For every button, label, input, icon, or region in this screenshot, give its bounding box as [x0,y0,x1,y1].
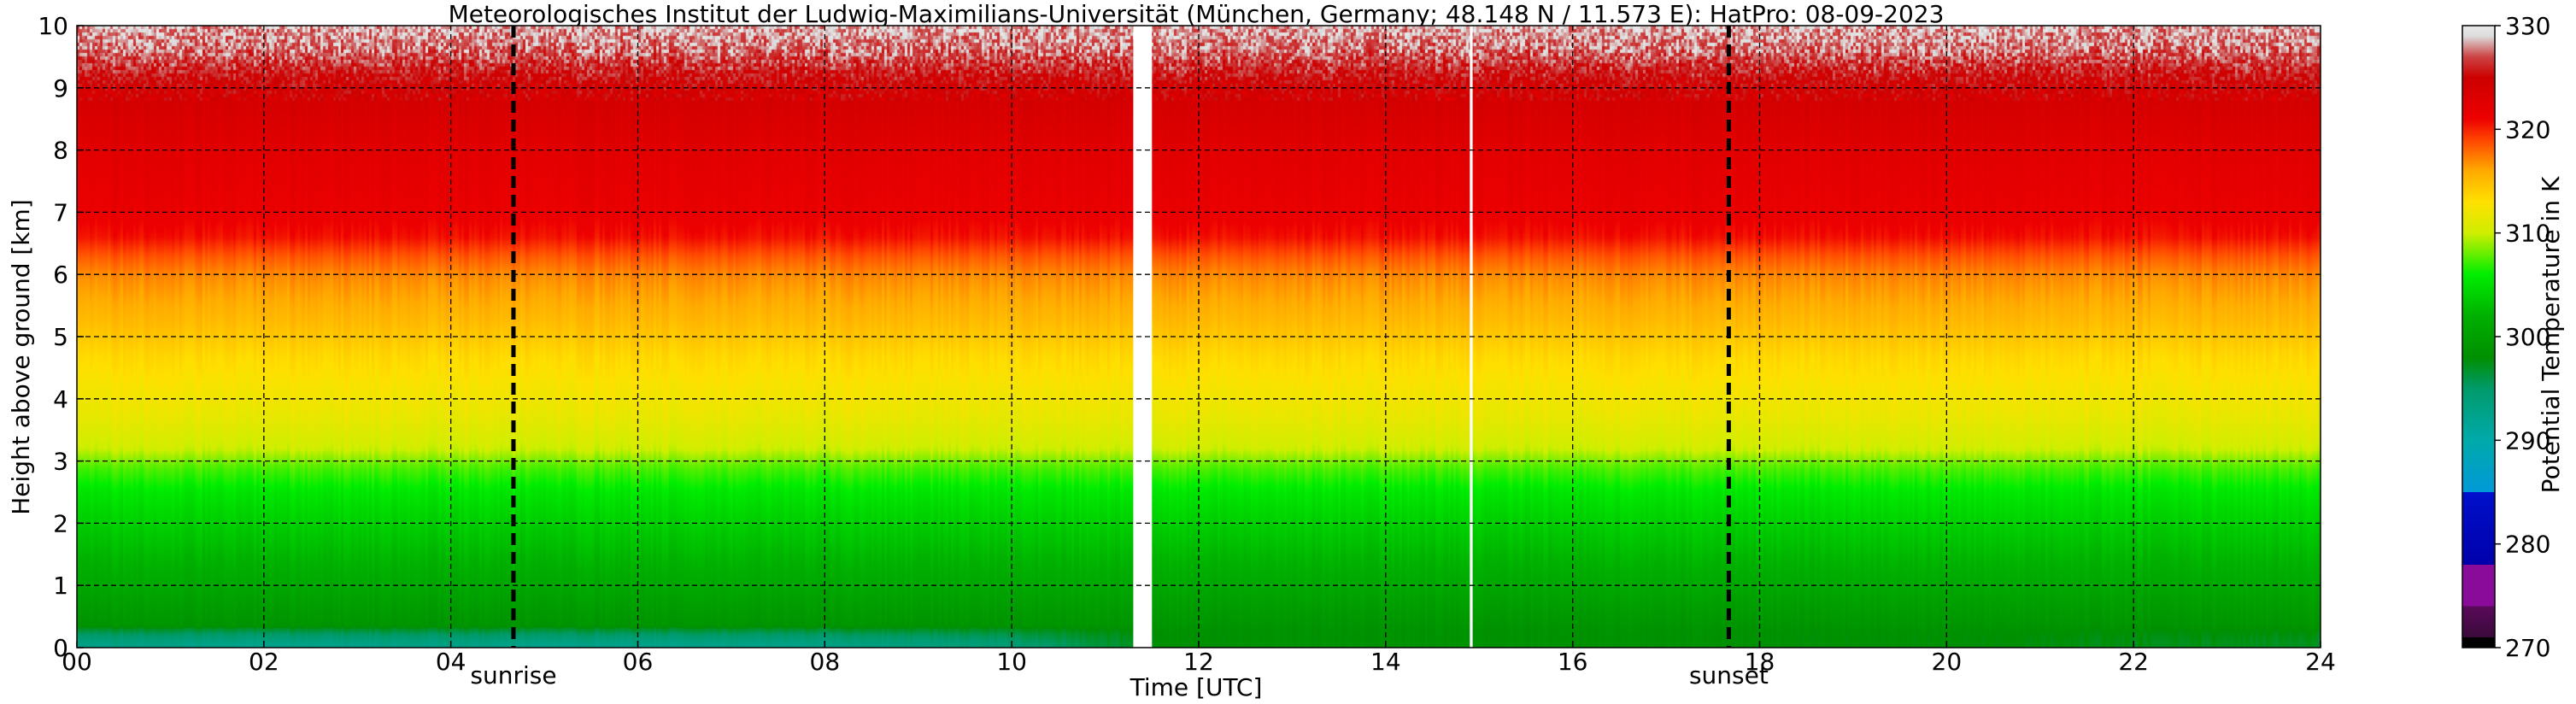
colorbar-tick-label: 270 [2505,634,2550,662]
colorbar-tick-label: 310 [2505,220,2550,248]
y-tick-label: 4 [53,385,68,414]
y-tick-label: 2 [53,509,68,537]
x-tick-label: 00 [62,648,92,676]
event-label-sunset: sunset [1689,661,1769,689]
y-axis-ticks: 0 1 2 3 4 5 6 7 8 9 10 [38,12,84,662]
grid-lines [77,26,2321,648]
y-axis-label: Height above ground [km] [7,199,35,515]
colorbar-gradient [2462,25,2496,648]
event-markers: sunrise sunset [470,26,1769,689]
chart-title: Meteorologisches Institut der Ludwig-Max… [449,0,1945,28]
x-tick-label: 04 [436,648,466,676]
x-tick-label: 14 [1370,648,1401,676]
x-tick-label: 10 [996,648,1027,676]
y-tick-label: 0 [53,634,68,662]
colorbar-tick-label: 300 [2505,323,2550,351]
x-axis-label: Time [UTC] [1130,673,1263,701]
y-tick-label: 1 [53,572,68,600]
colorbar-ticks: 270 280 290 300 310 320 330 [2495,12,2550,662]
y-tick-label: 7 [53,198,68,226]
x-tick-label: 22 [2118,648,2149,676]
colorbar-tick-label: 320 [2505,115,2550,144]
colorbar-label: Potential Temperature in K [2537,176,2565,493]
colorbar: 270 280 290 300 310 320 330 Potential Temperat… [2462,12,2565,662]
x-tick-label: 06 [623,648,654,676]
y-tick-label: 9 [53,74,68,103]
y-tick-label: 3 [53,448,68,476]
colorbar-tick-label: 290 [2505,426,2550,455]
x-tick-label: 08 [810,648,841,676]
y-tick-label: 6 [53,261,68,289]
x-axis-ticks: 00 02 04 06 08 10 12 14 16 18 20 22 24 [62,641,2336,676]
x-tick-label: 12 [1183,648,1214,676]
x-tick-label: 24 [2305,648,2336,676]
x-tick-label: 16 [1558,648,1588,676]
y-tick-label: 8 [53,137,68,165]
x-tick-label: 20 [1932,648,1963,676]
x-tick-label: 02 [249,648,279,676]
y-tick-label: 10 [38,12,68,40]
y-tick-label: 5 [53,323,68,351]
colorbar-tick-label: 330 [2505,12,2550,40]
data-gap [1133,26,1153,648]
colorbar-tick-label: 280 [2505,531,2550,559]
x-tick-label: 18 [1745,648,1775,676]
event-label-sunrise: sunrise [470,661,556,689]
